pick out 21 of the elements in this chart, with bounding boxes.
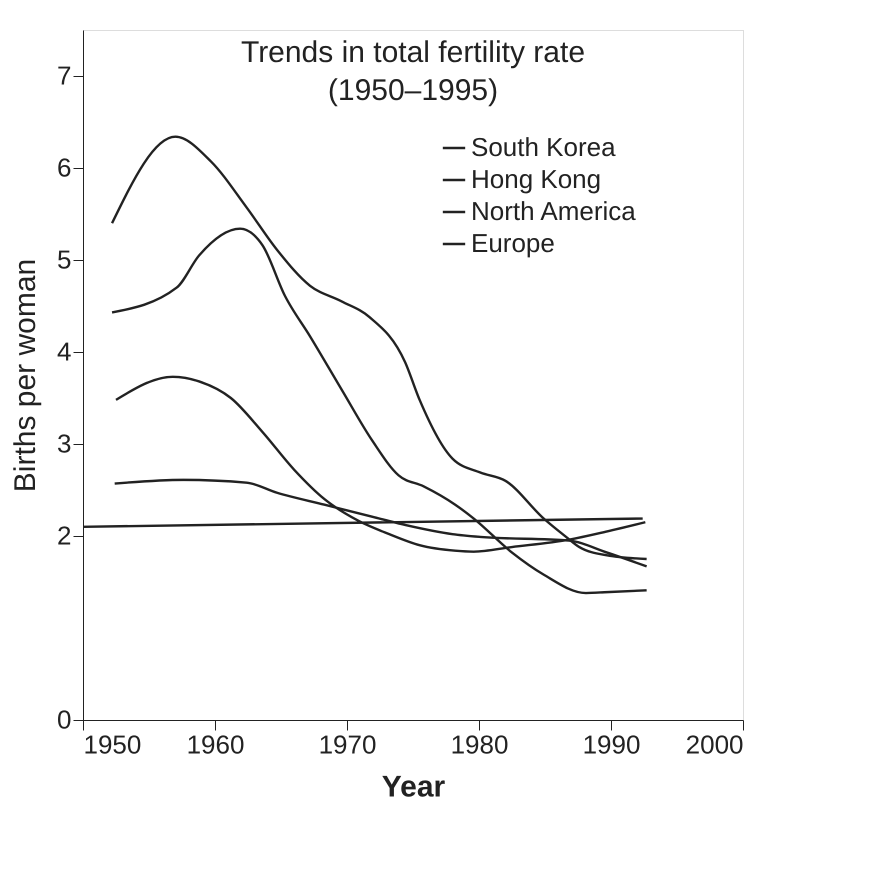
- y-tick-label: 6: [57, 152, 72, 182]
- y-tick-label: 2: [57, 520, 72, 550]
- x-tick-label: 1950: [84, 730, 142, 760]
- y-tick-label: 5: [57, 244, 72, 274]
- legend-label: South Korea: [471, 132, 616, 162]
- x-tick-label: 1960: [186, 730, 244, 760]
- x-tick-label: 1990: [582, 730, 640, 760]
- y-tick-label: 3: [57, 428, 72, 458]
- x-tick-label: 1980: [450, 730, 508, 760]
- y-tick-label: 4: [57, 336, 72, 366]
- text: (1950–1995): [328, 74, 498, 107]
- y-axis-title: Births per woman: [9, 258, 42, 492]
- chart-title: Trends in total fertility rate: [240, 36, 586, 69]
- x-tick-label: 1970: [318, 730, 376, 760]
- y-tick-label: 0: [57, 704, 72, 734]
- legend-label: Hong Kong: [471, 164, 602, 194]
- x-axis-title: Year: [382, 770, 446, 804]
- y-tick-label: 7: [57, 60, 72, 90]
- legend-label: Europe: [471, 228, 555, 258]
- x-tick-label: 2000: [686, 730, 744, 760]
- legend-label: North America: [471, 196, 636, 226]
